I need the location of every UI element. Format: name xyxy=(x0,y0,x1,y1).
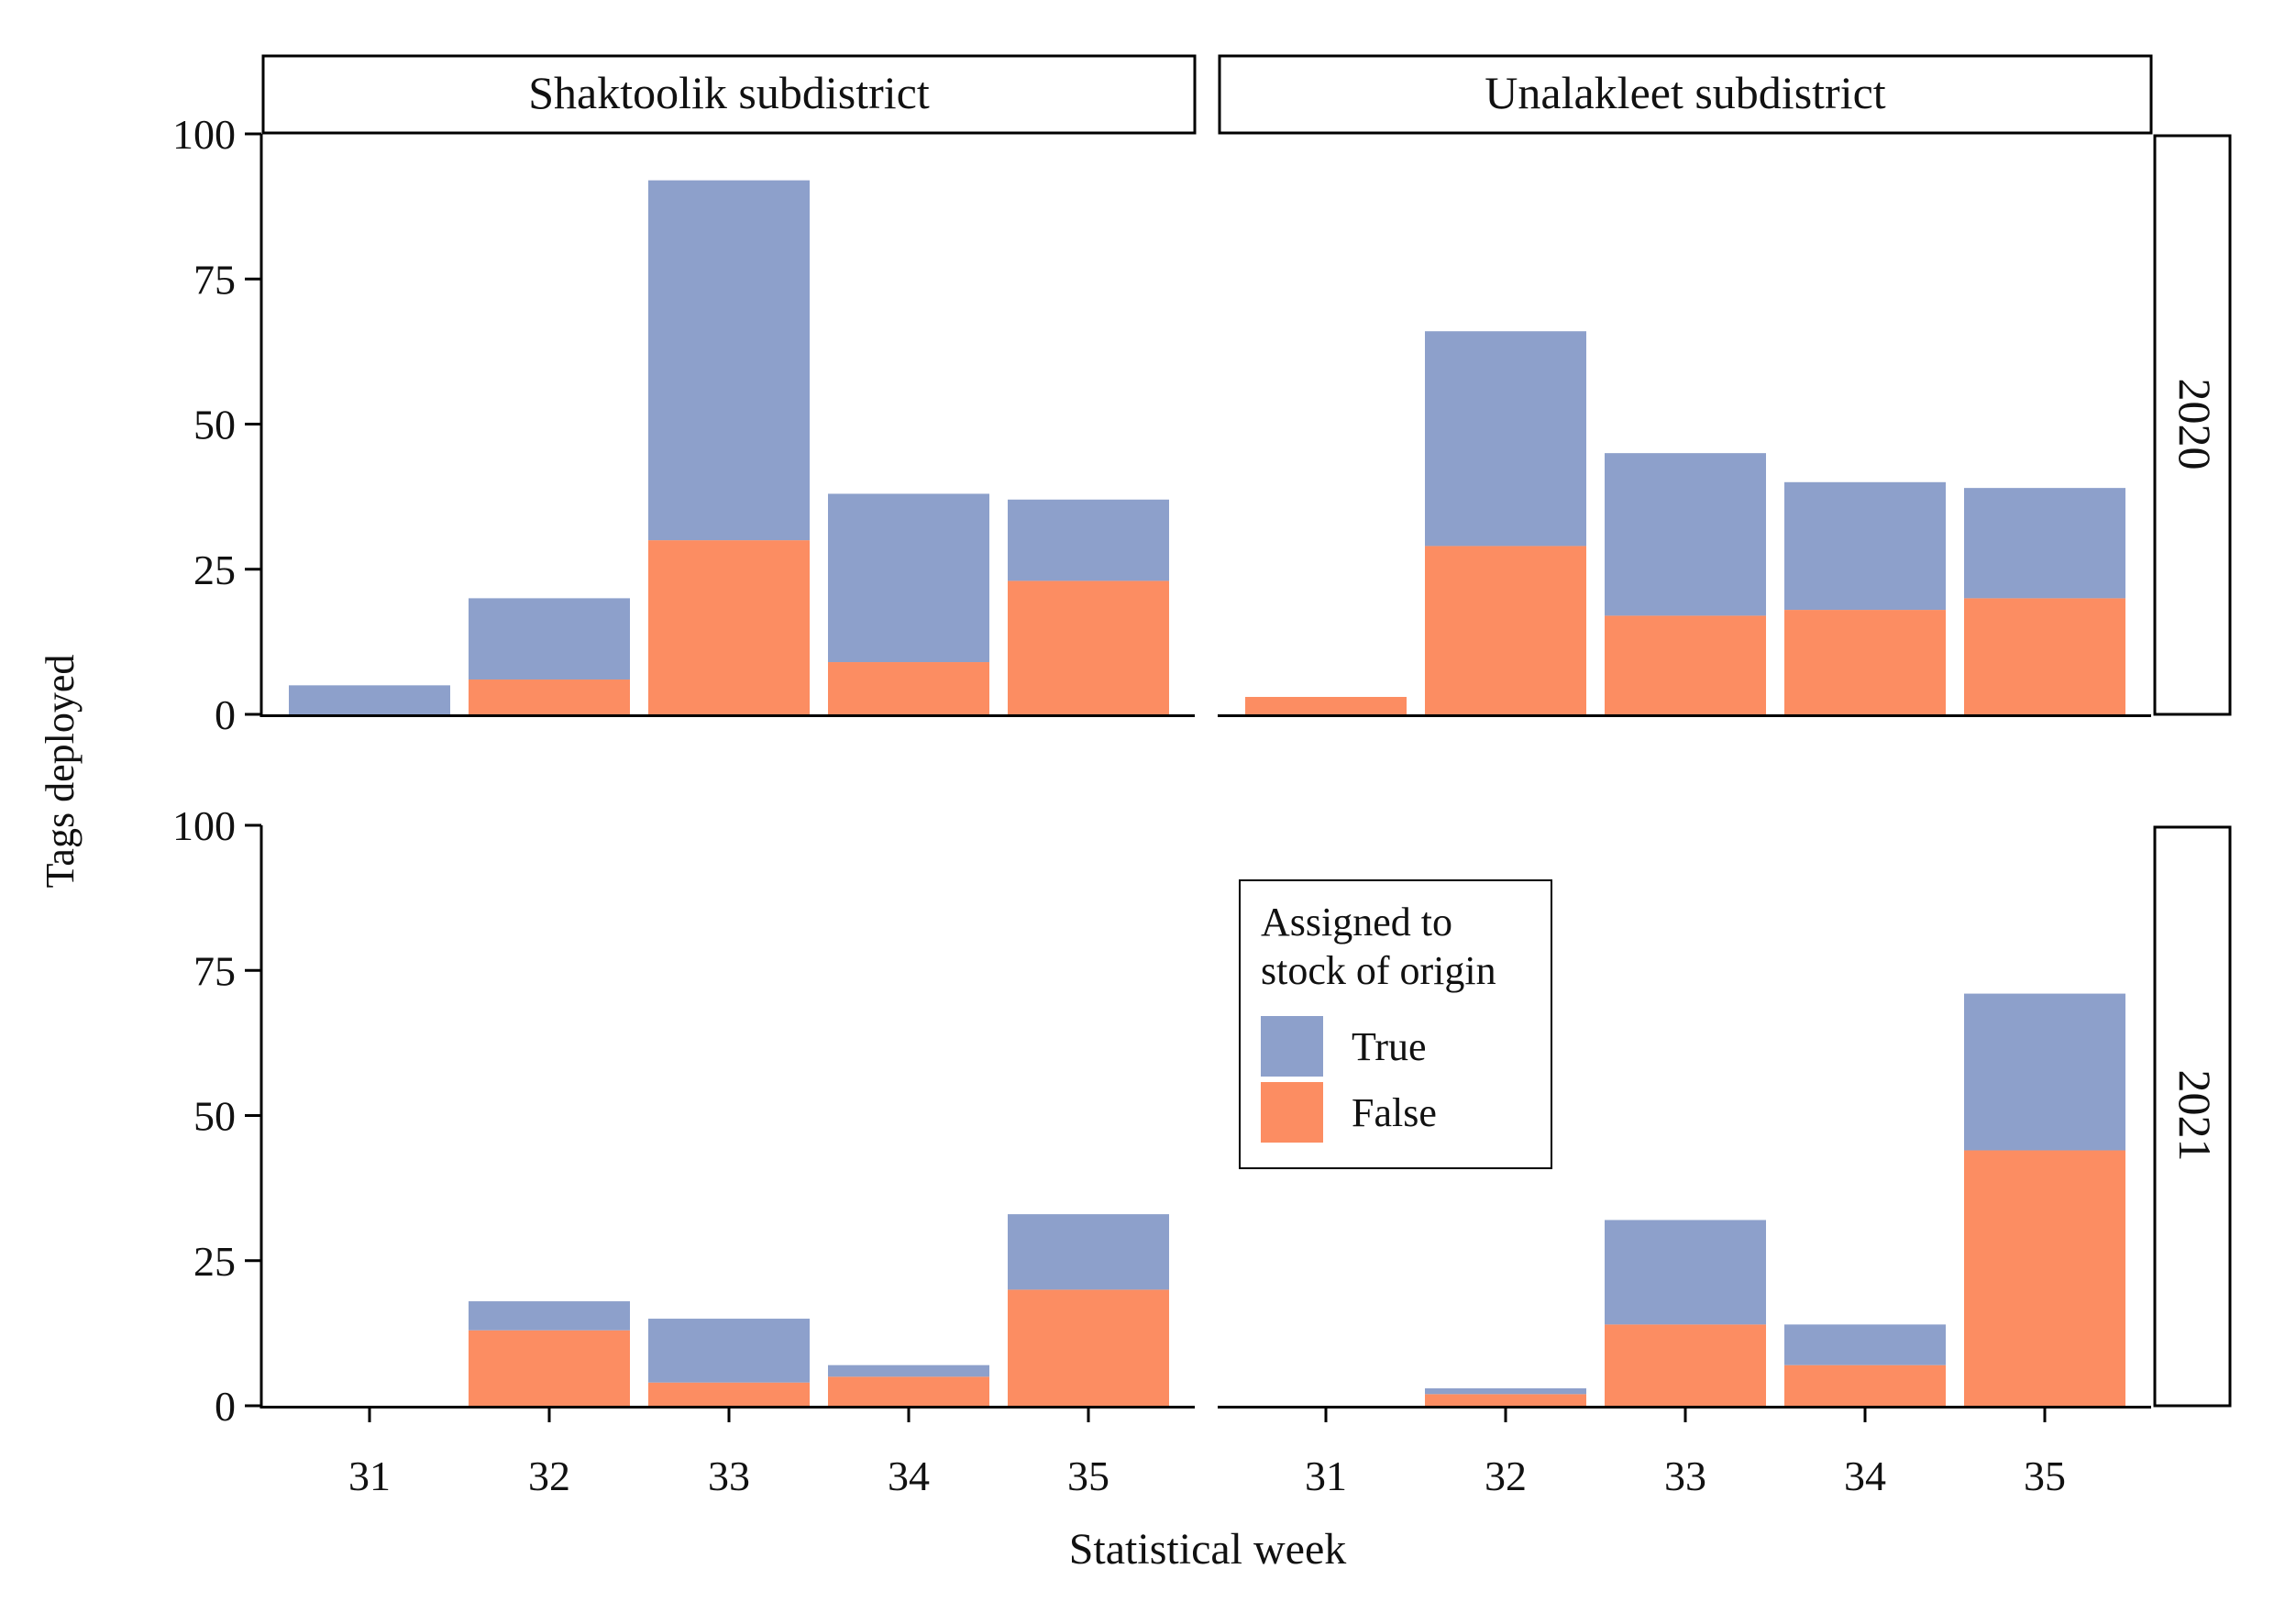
y-tick-label-75: 75 xyxy=(193,947,236,994)
bar-true-week-35 xyxy=(1964,488,2125,599)
y-tick-label-50: 50 xyxy=(193,402,236,448)
legend-swatch-true xyxy=(1261,1016,1323,1077)
bar-false-week-34 xyxy=(828,662,989,714)
y-tick-label-75: 75 xyxy=(193,256,236,303)
legend-title-line-1: Assigned to xyxy=(1261,900,1452,945)
bar-false-week-33 xyxy=(648,540,810,714)
x-tick-label-31: 31 xyxy=(348,1453,391,1499)
bar-true-week-35 xyxy=(1008,1214,1169,1290)
bar-true-week-32 xyxy=(469,1301,630,1331)
x-tick-label-32: 32 xyxy=(1485,1453,1527,1499)
bar-false-week-33 xyxy=(1605,1324,1766,1406)
bar-true-week-35 xyxy=(1964,993,2125,1151)
panel-2021-unalakleet-subdistrict: 31 32 33 34 35 xyxy=(1218,993,2151,1499)
facet-label-shaktoolik-subdistrict: Shaktoolik subdistrict xyxy=(528,67,930,118)
bar-false-week-32 xyxy=(469,679,630,714)
bar-true-week-33 xyxy=(1605,453,1766,616)
bar-false-week-35 xyxy=(1008,1289,1169,1406)
bar-true-week-32 xyxy=(1425,1388,1586,1395)
legend-label-true: True xyxy=(1352,1024,1427,1069)
y-tick-label-0: 0 xyxy=(215,1383,236,1430)
facet-strip-unalakleet-subdistrict xyxy=(1218,54,2153,135)
facet-label-year-2020: 2020 xyxy=(2169,379,2221,470)
bar-true-week-33 xyxy=(1605,1220,1766,1325)
x-tick-label-34: 34 xyxy=(1844,1453,1886,1499)
panel-2021-shaktoolik-subdistrict: 0 25 50 75 100 31 32 33 34 35 xyxy=(172,802,1195,1499)
y-axis-label: Tags deployed xyxy=(38,655,83,889)
x-tick-label-33: 33 xyxy=(1664,1453,1706,1499)
y-tick-label-0: 0 xyxy=(215,691,236,738)
x-tick-label-32: 32 xyxy=(528,1453,570,1499)
facet-strip-year-2021 xyxy=(2153,825,2232,1408)
bar-true-week-34 xyxy=(1784,481,1946,611)
legend-title-line-2: stock of origin xyxy=(1261,948,1496,993)
bar-true-week-32 xyxy=(469,598,630,680)
y-tick-label-50: 50 xyxy=(193,1093,236,1140)
bar-false-week-34 xyxy=(1784,1364,1946,1406)
bar-false-week-34 xyxy=(828,1376,989,1406)
bar-true-week-31 xyxy=(289,685,450,714)
facet-strip-year-2020 xyxy=(2153,134,2232,716)
bar-true-week-34 xyxy=(828,1364,989,1377)
bar-false-week-32 xyxy=(1425,1394,1586,1406)
bar-false-week-33 xyxy=(1605,615,1766,714)
y-tick-label-100: 100 xyxy=(172,802,236,849)
facet-strip-shaktoolik-subdistrict xyxy=(261,54,1197,135)
legend-swatch-false xyxy=(1261,1082,1323,1143)
bar-true-week-34 xyxy=(1784,1324,1946,1365)
bar-false-week-35 xyxy=(1008,580,1169,714)
bar-false-week-35 xyxy=(1964,598,2125,714)
x-tick-label-35: 35 xyxy=(2024,1453,2066,1499)
facet-label-unalakleet-subdistrict: Unalakleet subdistrict xyxy=(1485,67,1885,118)
x-tick-label-33: 33 xyxy=(708,1453,750,1499)
x-axis-label: Statistical week xyxy=(1069,1525,1347,1574)
panel-2020-unalakleet-subdistrict xyxy=(1218,331,2151,717)
y-tick-label-25: 25 xyxy=(193,1238,236,1285)
x-tick-label-35: 35 xyxy=(1067,1453,1109,1499)
y-tick-label-100: 100 xyxy=(172,111,236,158)
bar-false-week-32 xyxy=(469,1330,630,1406)
bar-true-week-33 xyxy=(648,180,810,541)
bar-false-week-34 xyxy=(1784,610,1946,714)
bar-true-week-33 xyxy=(648,1319,810,1383)
bar-true-week-32 xyxy=(1425,331,1586,547)
bar-false-week-33 xyxy=(648,1382,810,1406)
x-tick-label-34: 34 xyxy=(888,1453,930,1499)
panel-2020-shaktoolik-subdistrict: 0 25 50 75 100 xyxy=(172,111,1195,738)
y-tick-label-25: 25 xyxy=(193,547,236,593)
bar-false-week-35 xyxy=(1964,1150,2125,1406)
legend-label-false: False xyxy=(1352,1090,1437,1135)
x-tick-label-31: 31 xyxy=(1305,1453,1347,1499)
bar-false-week-32 xyxy=(1425,546,1586,714)
bar-false-week-31 xyxy=(1245,697,1407,714)
bar-true-week-34 xyxy=(828,493,989,663)
facet-label-year-2021: 2021 xyxy=(2169,1070,2221,1162)
bar-true-week-35 xyxy=(1008,499,1169,581)
